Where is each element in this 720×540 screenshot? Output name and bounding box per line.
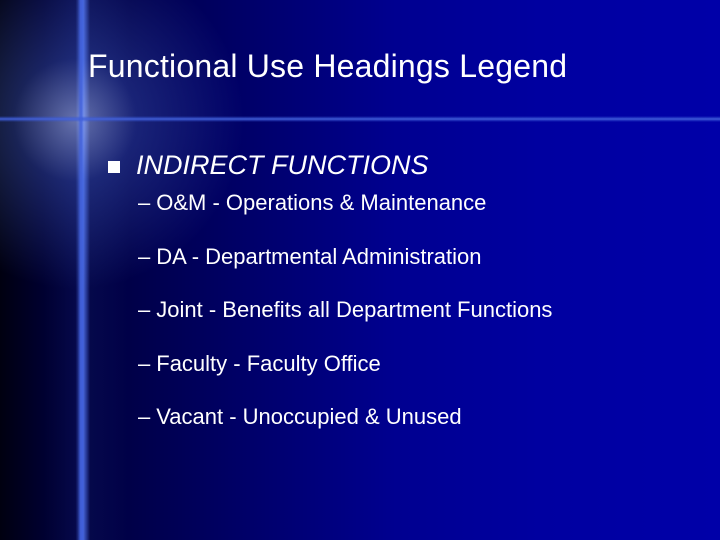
list-item-text: Joint - Benefits all Department Function… bbox=[156, 297, 552, 322]
list-item-text: Vacant - Unoccupied & Unused bbox=[156, 404, 461, 429]
dash-icon: – bbox=[138, 190, 150, 215]
list-item: –Vacant - Unoccupied & Unused bbox=[138, 403, 680, 431]
section-heading: INDIRECT FUNCTIONS bbox=[136, 150, 429, 181]
list-item: –Faculty - Faculty Office bbox=[138, 350, 680, 378]
list-item-text: Faculty - Faculty Office bbox=[156, 351, 381, 376]
section-heading-row: INDIRECT FUNCTIONS bbox=[108, 150, 680, 181]
list-item-text: O&M - Operations & Maintenance bbox=[156, 190, 486, 215]
slide-title: Functional Use Headings Legend bbox=[88, 48, 567, 85]
dash-icon: – bbox=[138, 351, 150, 376]
list-item: –DA - Departmental Administration bbox=[138, 243, 680, 271]
list-item: –O&M - Operations & Maintenance bbox=[138, 189, 680, 217]
dash-icon: – bbox=[138, 404, 150, 429]
list-item-text: DA - Departmental Administration bbox=[156, 244, 481, 269]
dash-icon: – bbox=[138, 244, 150, 269]
content-area: INDIRECT FUNCTIONS –O&M - Operations & M… bbox=[108, 150, 680, 457]
dash-icon: – bbox=[138, 297, 150, 322]
slide: Functional Use Headings Legend INDIRECT … bbox=[0, 0, 720, 540]
list-item: –Joint - Benefits all Department Functio… bbox=[138, 296, 680, 324]
square-bullet-icon bbox=[108, 161, 120, 173]
